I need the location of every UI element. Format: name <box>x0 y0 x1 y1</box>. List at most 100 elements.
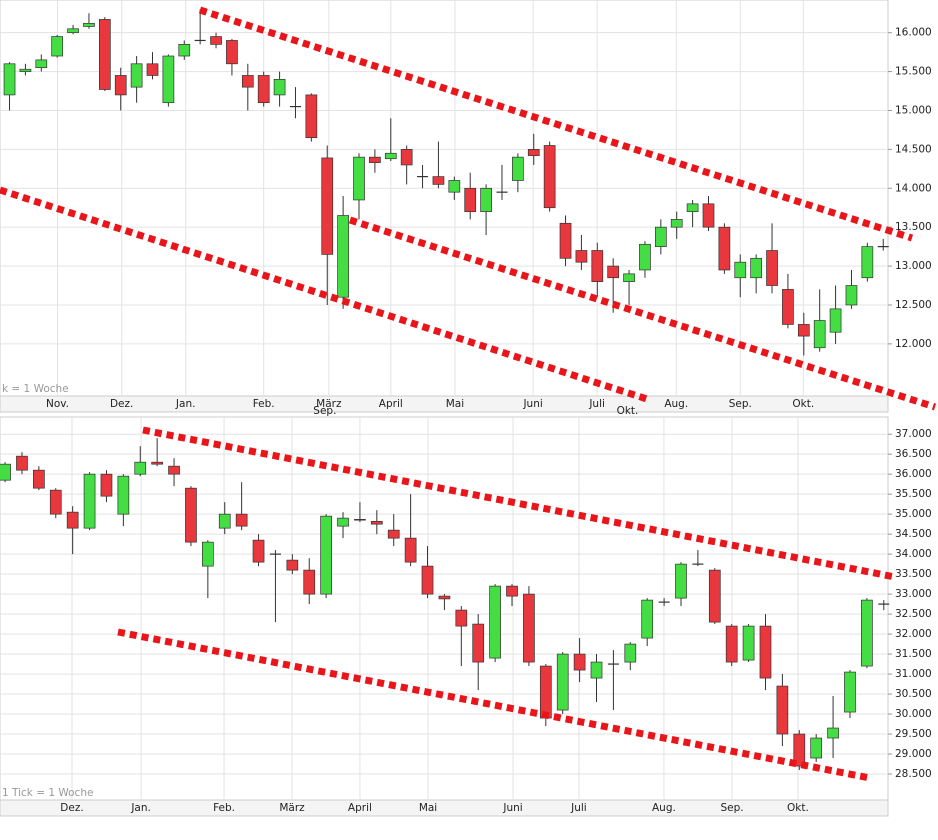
y-tick-label: 35.000 <box>895 508 932 520</box>
candle-body <box>556 653 569 711</box>
candle-body <box>286 559 299 571</box>
trend-line <box>117 628 871 782</box>
candle-body <box>844 671 856 713</box>
candle-body <box>861 246 874 279</box>
candle-body <box>114 75 127 96</box>
candle-body <box>337 215 349 298</box>
candle-body <box>210 36 222 45</box>
candle-body <box>797 324 810 337</box>
candle-body <box>241 75 254 88</box>
candle-body <box>455 609 468 627</box>
candle-body <box>575 250 588 263</box>
candle-body <box>35 59 48 69</box>
candle-body <box>235 513 248 527</box>
y-tick-label: 36.500 <box>895 448 932 460</box>
candle-body <box>353 156 365 201</box>
candle-body <box>201 541 214 567</box>
candle-body <box>472 623 485 663</box>
candle-body <box>464 187 477 212</box>
candle-body <box>559 222 572 259</box>
x-tick-label: Feb. <box>253 398 275 410</box>
x-tick-label: Dez. <box>60 802 83 814</box>
y-tick-label: 13.500 <box>895 221 932 233</box>
y-tick-label: 15.500 <box>895 66 932 78</box>
y-tick-label: 29.500 <box>895 728 932 740</box>
candle-body <box>3 63 16 96</box>
trend-line <box>198 6 914 242</box>
candle-body <box>432 176 445 185</box>
x-tick-label: Jan. <box>130 802 151 814</box>
candle-body <box>354 518 366 521</box>
candle-body <box>573 653 586 671</box>
candle-body <box>83 22 95 27</box>
candle-layer <box>0 9 890 771</box>
candle-body <box>337 517 349 527</box>
candle-body <box>305 94 318 139</box>
x-tick-label: März <box>279 802 305 814</box>
y-tick-label: 12.500 <box>895 299 932 311</box>
candle-body <box>16 455 28 471</box>
candle-body <box>793 733 806 767</box>
plot-area <box>0 0 889 397</box>
trend-lines <box>0 6 937 782</box>
x-tick-label: Jan. <box>175 398 196 410</box>
candle-body <box>117 475 130 515</box>
candle-body <box>100 473 113 497</box>
y-tick-label: 14.000 <box>895 182 932 194</box>
candle-body <box>523 593 535 663</box>
candle-body <box>512 156 524 181</box>
y-tick-label: 16.000 <box>895 27 932 39</box>
candle-body <box>130 63 143 88</box>
candle-body <box>813 320 826 349</box>
x-tick-label: Feb. <box>213 802 235 814</box>
candle-body <box>607 265 620 279</box>
candle-body <box>400 149 413 166</box>
candle-body <box>527 149 540 156</box>
candle-body <box>718 226 731 271</box>
candle-body <box>827 727 839 739</box>
candle-body <box>506 585 518 597</box>
y-tick-label: 37.000 <box>895 428 932 440</box>
candle-body <box>623 273 635 282</box>
candle-body <box>303 569 316 595</box>
candle-body <box>273 79 286 96</box>
candle-body <box>750 257 763 279</box>
candle-body <box>448 180 461 193</box>
candle-body <box>810 737 823 759</box>
candle-body <box>185 487 197 543</box>
y-tick-label: 29.000 <box>895 748 932 760</box>
candle-body <box>370 520 383 525</box>
y-tick-label: 32.500 <box>895 608 932 620</box>
x-tick-label: April <box>379 398 403 410</box>
candle-body <box>438 595 451 600</box>
candle-body <box>384 152 397 160</box>
x-tick-label: März <box>316 398 342 410</box>
candle-body <box>178 43 191 57</box>
candle-body <box>83 473 96 529</box>
x-tick-label: Sep. <box>729 398 752 410</box>
candle-body <box>708 569 721 623</box>
candle-body <box>98 19 111 90</box>
y-tick-label: 35.500 <box>895 488 932 500</box>
candle-body <box>321 157 334 255</box>
candle-body <box>759 625 772 679</box>
candle-body <box>766 250 778 286</box>
candle-body <box>845 285 858 306</box>
candle-body <box>146 63 159 76</box>
candle-body <box>19 68 32 72</box>
axis-band <box>0 799 889 817</box>
y-tick-label: 28.500 <box>895 768 932 780</box>
candle-body <box>51 36 64 57</box>
trend-line <box>348 216 937 411</box>
y-tick-label: 13.000 <box>895 260 932 272</box>
candle-body <box>776 685 789 735</box>
candle-body <box>829 308 842 333</box>
candle-body <box>782 289 794 325</box>
trend-line <box>0 186 652 404</box>
x-tick-label: Nov. <box>46 398 69 410</box>
trend-line <box>142 426 896 581</box>
candle-body <box>641 599 654 639</box>
axis-band <box>0 395 889 413</box>
